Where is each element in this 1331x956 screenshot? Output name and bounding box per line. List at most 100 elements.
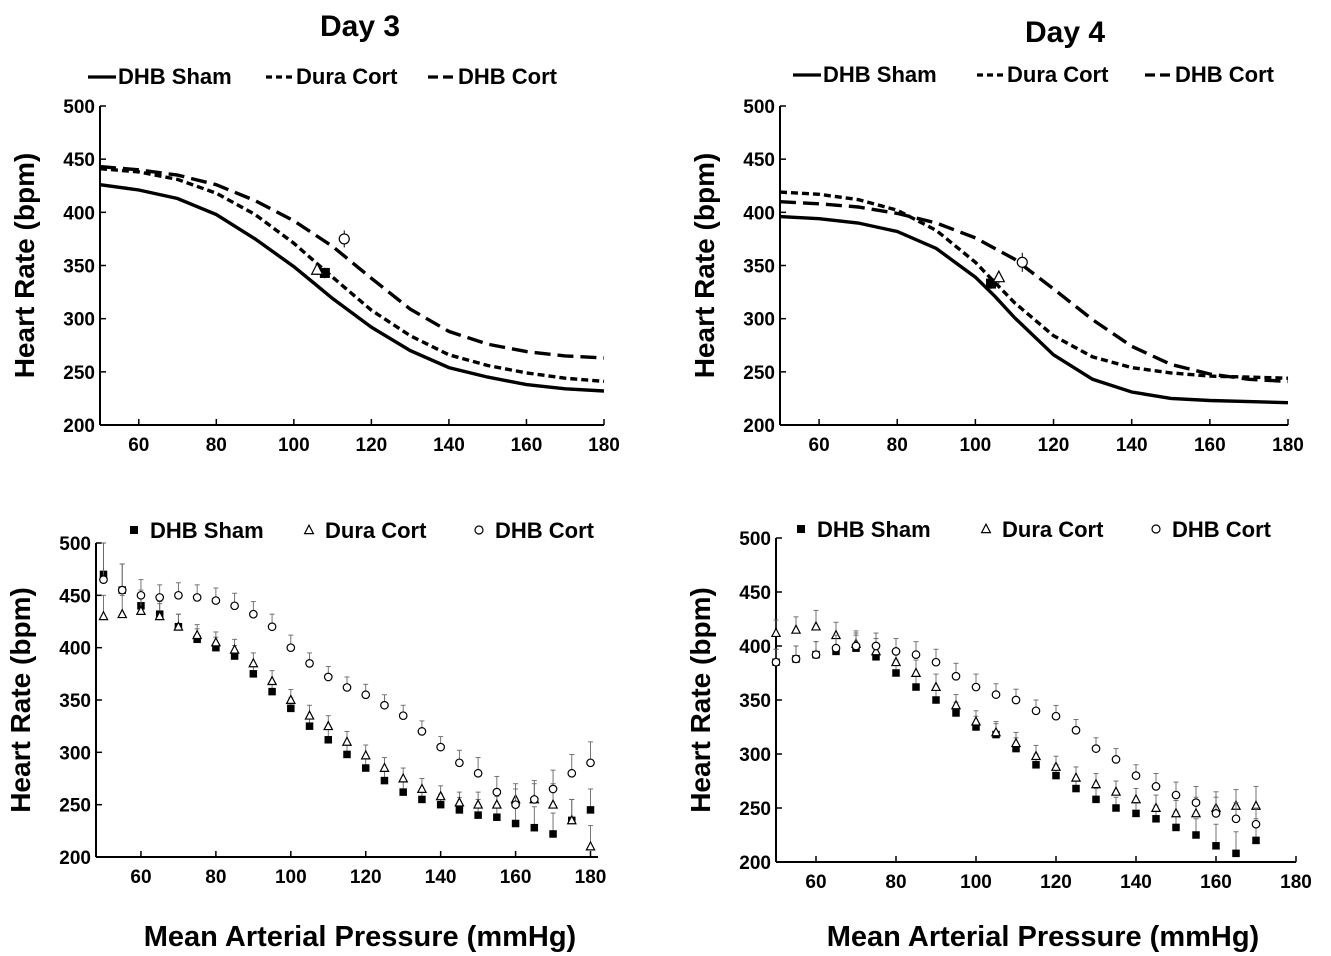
series-line-dhb-sham bbox=[99, 183, 605, 393]
data-point bbox=[790, 624, 802, 634]
data-point bbox=[454, 796, 465, 807]
data-point bbox=[547, 798, 559, 809]
data-point bbox=[1112, 804, 1120, 812]
x-tick-label: 80 bbox=[205, 867, 226, 888]
data-point bbox=[529, 795, 539, 804]
data-point bbox=[493, 813, 501, 821]
legend-item-dura-cort: Dura Cort bbox=[980, 517, 1104, 542]
data-point bbox=[435, 790, 446, 801]
series-dhb-cort bbox=[771, 632, 1261, 829]
data-point bbox=[173, 620, 184, 631]
y-tick-label: 250 bbox=[739, 799, 771, 820]
data-point bbox=[174, 590, 183, 600]
y-axis-label: Heart Rate (bpm) bbox=[685, 587, 716, 813]
data-point bbox=[361, 690, 371, 700]
data-point bbox=[285, 694, 296, 704]
legend-marker bbox=[1151, 524, 1161, 534]
legend-label: DHB Sham bbox=[150, 518, 264, 543]
x-tick-label: 100 bbox=[960, 435, 992, 456]
x-tick-label: 160 bbox=[500, 867, 532, 888]
data-point bbox=[473, 768, 483, 778]
legend-item-dhb-cort: DHB Cort bbox=[1145, 62, 1275, 87]
chart-day3-scatter: 200 250 300 350 400 450 500 60 80 100 120 140 160 180… bbox=[5, 518, 606, 888]
data-point bbox=[1232, 849, 1240, 858]
x-tick-label: 120 bbox=[1038, 435, 1070, 456]
x-tick-label: 80 bbox=[206, 435, 227, 456]
data-point bbox=[398, 711, 408, 721]
data-point bbox=[399, 788, 407, 796]
y-tick-label: 450 bbox=[59, 586, 91, 607]
y-tick-label: 350 bbox=[743, 257, 775, 278]
data-point bbox=[951, 671, 961, 681]
data-point bbox=[1011, 695, 1021, 705]
data-point bbox=[548, 784, 558, 794]
y-tick-label: 200 bbox=[59, 848, 91, 869]
data-point bbox=[831, 643, 841, 653]
data-point bbox=[931, 657, 941, 667]
data-point bbox=[511, 819, 520, 828]
y-tick-label: 300 bbox=[739, 745, 771, 766]
mean-point-dura-cort bbox=[310, 262, 324, 275]
data-point bbox=[1212, 842, 1220, 850]
mean-point-dhb-cort bbox=[338, 233, 350, 245]
data-point bbox=[1172, 823, 1180, 832]
data-point bbox=[971, 682, 981, 692]
legend-item-dhb-sham: DHB Sham bbox=[797, 517, 931, 542]
data-point bbox=[455, 758, 464, 768]
data-point bbox=[436, 742, 446, 752]
data-point bbox=[266, 675, 278, 686]
x-tick-label: 100 bbox=[275, 867, 307, 888]
x-tick-label: 60 bbox=[809, 435, 830, 456]
data-point bbox=[230, 652, 239, 660]
data-point bbox=[950, 699, 962, 710]
legend-label: Dura Cort bbox=[296, 64, 398, 89]
legend-item-dhb-sham: DHB Sham bbox=[88, 64, 232, 89]
legend-label: DHB Cort bbox=[1172, 517, 1272, 542]
data-point bbox=[1050, 761, 1062, 771]
data-point bbox=[1030, 750, 1042, 761]
data-point bbox=[473, 798, 484, 809]
data-point bbox=[911, 650, 921, 659]
y-tick-label: 350 bbox=[63, 257, 95, 278]
data-point bbox=[585, 840, 596, 851]
y-tick-label: 350 bbox=[59, 691, 91, 712]
x-tick-label: 180 bbox=[588, 435, 620, 456]
legend-label: DHB Cort bbox=[495, 518, 595, 543]
y-tick-label: 450 bbox=[739, 583, 771, 604]
data-point bbox=[1111, 755, 1121, 764]
x-tick-label: 160 bbox=[1200, 872, 1232, 893]
legend-item-dhb-cort: DHB Cort bbox=[1151, 517, 1272, 542]
data-point bbox=[1090, 778, 1102, 789]
data-point bbox=[341, 736, 353, 746]
x-tick-label: 80 bbox=[887, 435, 908, 456]
x-tick-label: 180 bbox=[1280, 872, 1312, 893]
data-point bbox=[210, 636, 221, 647]
data-point bbox=[492, 787, 502, 797]
series-dura-cort bbox=[770, 609, 1262, 818]
data-point bbox=[1150, 802, 1162, 812]
y-tick-label: 500 bbox=[59, 534, 91, 555]
data-point bbox=[305, 722, 314, 730]
x-tick-label: 60 bbox=[805, 872, 826, 893]
y-tick-label: 200 bbox=[739, 853, 771, 874]
y-tick-label: 400 bbox=[743, 203, 775, 224]
data-point bbox=[417, 727, 427, 736]
data-point bbox=[1091, 744, 1101, 753]
data-point bbox=[1032, 761, 1040, 769]
y-tick-label: 250 bbox=[743, 363, 775, 384]
x-tick-label: 80 bbox=[885, 872, 906, 893]
data-point bbox=[117, 585, 127, 595]
x-tick-label: 120 bbox=[350, 867, 382, 888]
x-tick-label: 120 bbox=[356, 435, 388, 456]
legend-label: DHB Cort bbox=[458, 64, 558, 89]
x-axis-label-day3: Mean Arterial Pressure (mmHg) bbox=[144, 921, 576, 953]
data-point bbox=[586, 758, 595, 768]
title-day4: Day 4 bbox=[1025, 16, 1105, 49]
legend-marker bbox=[303, 523, 315, 535]
legend-item-dhb-sham: DHB Sham bbox=[130, 518, 264, 543]
legend-item-dura-cort: Dura Cort bbox=[266, 64, 398, 89]
title-day3: Day 3 bbox=[320, 10, 400, 43]
data-point bbox=[212, 643, 220, 652]
data-point bbox=[416, 783, 428, 793]
